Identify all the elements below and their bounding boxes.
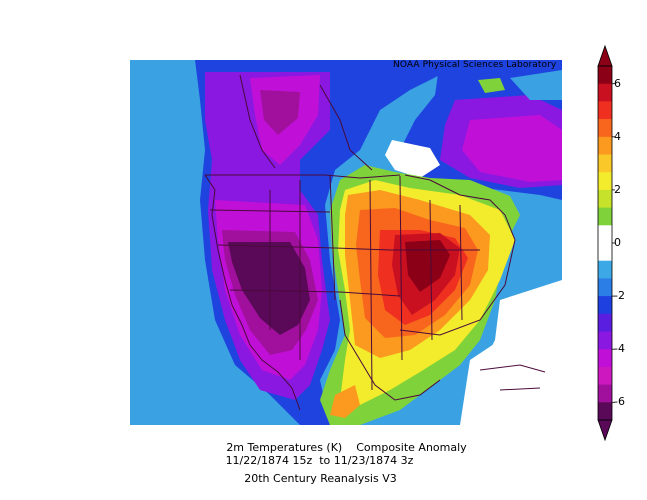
colorbar-segment	[598, 278, 612, 297]
colorbar-segment	[598, 260, 612, 279]
caption-dates: 11/22/1874 15z to 11/23/1874 3z	[225, 454, 414, 467]
colorbar-segment	[598, 136, 612, 155]
coastlines	[204, 74, 546, 411]
colorbar-top-arrow	[597, 44, 613, 67]
colorbar-segment	[598, 384, 612, 403]
colorbar-tick-label: -2	[614, 289, 625, 303]
colorbar-segment	[598, 172, 612, 191]
colorbar-tick-label: 0	[614, 236, 621, 249]
field-maxcore-east	[405, 240, 450, 292]
colorbar-tick-label: 2	[614, 182, 621, 196]
field-west-blue	[130, 60, 300, 425]
field-lightblue-northeast	[510, 70, 562, 100]
colorbar-segment	[598, 243, 612, 262]
colorbar-segment	[598, 119, 612, 138]
colorbar-tick-label: 6	[614, 76, 621, 90]
colorbar-segment	[598, 296, 612, 315]
colorbar-segment	[598, 331, 612, 350]
colorbar-segment	[598, 402, 612, 421]
caption-title: 2m Temperatures (K) Composite Anomaly	[226, 441, 467, 454]
colorbar-segment	[598, 207, 612, 226]
colorbar-tick-label: -6	[614, 395, 625, 409]
colorbar-segment	[598, 349, 612, 368]
field-orange-south	[330, 385, 360, 418]
credit-label: NOAA Physical Sciences Laboratory	[393, 60, 557, 70]
colorbar-segment	[598, 66, 612, 85]
colorbar-segment	[598, 366, 612, 386]
colorbar-segment	[598, 101, 612, 120]
field-magenta-north-dark	[260, 90, 300, 135]
colorbar-bottom-arrow	[597, 419, 613, 442]
field-caribbean	[460, 340, 562, 425]
field-magenta-northeast	[462, 115, 562, 182]
caption-source: 20th Century Reanalysis V3	[244, 472, 397, 485]
colorbar-segment	[598, 154, 612, 173]
field-core-west	[228, 242, 310, 335]
colorbar-segment	[598, 83, 612, 102]
colorbar-segment	[598, 189, 612, 209]
colorbar-tick-label: 4	[614, 129, 621, 143]
field-green-patch	[478, 78, 505, 93]
field-white-canada	[385, 140, 440, 178]
colorbar-tick-label: -4	[614, 342, 625, 356]
colorbar-segment	[598, 225, 612, 244]
colorbar	[597, 44, 615, 442]
colorbar-segment	[598, 313, 612, 332]
